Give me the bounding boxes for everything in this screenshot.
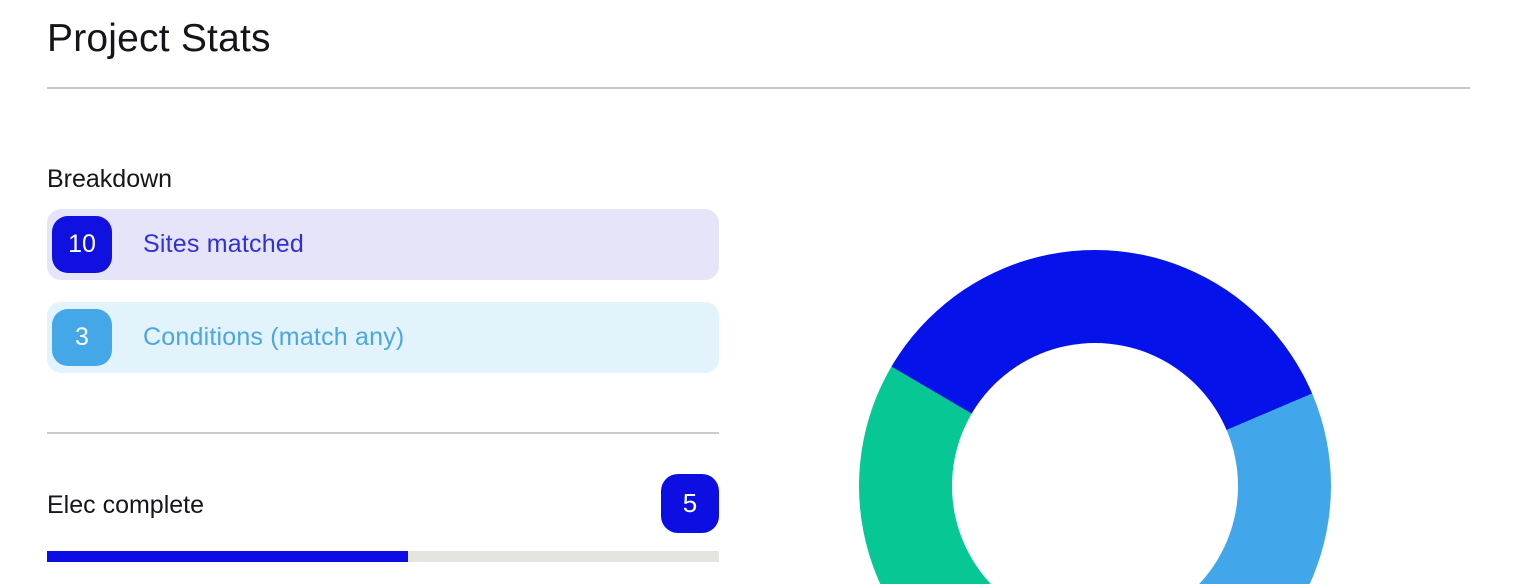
page-title: Project Stats bbox=[47, 17, 271, 60]
elec-complete-progress-track bbox=[47, 551, 719, 562]
count-badge: 3 bbox=[52, 309, 112, 366]
stat-row-conditions: 3 Conditions (match any) bbox=[47, 302, 719, 373]
row-label: Sites matched bbox=[143, 230, 305, 258]
elec-complete-progress-fill bbox=[47, 551, 408, 562]
breakdown-heading: Breakdown bbox=[47, 165, 173, 193]
header-divider bbox=[47, 87, 1470, 89]
elec-complete-label: Elec complete bbox=[47, 491, 205, 519]
count-badge: 10 bbox=[52, 216, 112, 273]
section-divider bbox=[47, 432, 719, 434]
donut-chart bbox=[859, 250, 1331, 584]
stat-row-sites-matched: 10 Sites matched bbox=[47, 209, 719, 280]
row-label: Conditions (match any) bbox=[143, 323, 405, 351]
elec-complete-count-badge: 5 bbox=[661, 474, 719, 533]
donut-chart-hole bbox=[952, 343, 1238, 584]
